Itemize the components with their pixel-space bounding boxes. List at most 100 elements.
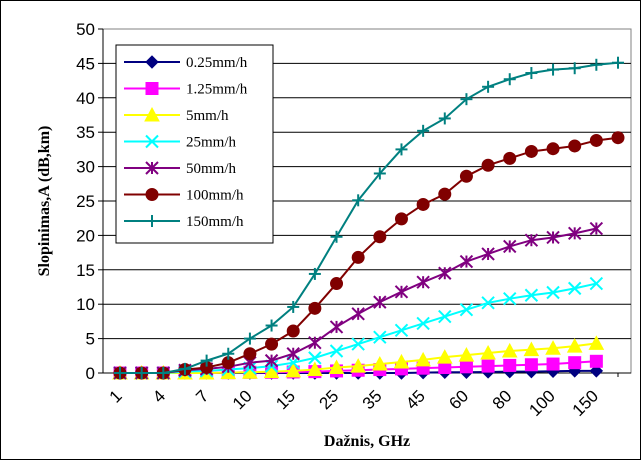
x-tick-label: 35 <box>359 386 386 413</box>
data-point <box>482 80 495 93</box>
series-5mm-h <box>112 335 605 380</box>
y-tick-label: 5 <box>86 330 95 349</box>
data-point <box>524 358 538 372</box>
x-tick-label: 60 <box>445 386 472 413</box>
data-point <box>547 63 560 76</box>
data-point <box>329 320 344 334</box>
data-point <box>546 357 560 371</box>
marker-stroke <box>329 344 344 358</box>
data-point <box>264 353 279 368</box>
data-point <box>243 347 257 361</box>
marker-stroke <box>589 276 604 291</box>
data-point <box>330 277 344 291</box>
data-point <box>568 139 582 153</box>
data-point <box>395 143 408 156</box>
marker-stroke <box>524 288 539 302</box>
data-point <box>178 362 191 375</box>
x-tick-label: 80 <box>489 386 516 413</box>
y-tick-label: 45 <box>76 54 95 73</box>
data-point <box>308 351 322 365</box>
data-point <box>503 73 516 86</box>
data-point <box>567 281 582 296</box>
data-point <box>438 112 451 125</box>
data-point <box>503 239 517 254</box>
data-point <box>546 230 560 245</box>
x-tick-label: 4 <box>149 386 169 406</box>
marker-stroke <box>373 330 387 344</box>
y-tick-label: 0 <box>86 364 95 383</box>
data-point <box>393 353 410 369</box>
data-point <box>503 291 517 306</box>
legend-box <box>115 44 274 244</box>
marker-stroke <box>416 316 430 331</box>
data-point <box>459 169 473 183</box>
data-point <box>145 161 159 175</box>
x-tick-label: 10 <box>229 386 256 413</box>
legend-item: 150mm/h <box>124 214 244 230</box>
marker-stroke <box>546 285 560 300</box>
data-point <box>114 367 126 379</box>
data-point <box>350 358 367 373</box>
marker-stroke <box>145 134 159 149</box>
data-point <box>438 266 452 280</box>
marker-stroke <box>481 296 495 310</box>
data-point <box>568 356 582 370</box>
data-point <box>523 341 540 357</box>
data-point <box>588 335 605 350</box>
marker-stroke <box>351 337 365 351</box>
legend-label: 50mm/h <box>186 161 237 177</box>
legend-label: 25mm/h <box>186 135 237 151</box>
x-axis-title: Dažnis, GHz <box>324 433 410 450</box>
data-point <box>308 301 322 315</box>
x-tick-label: 7 <box>192 386 212 406</box>
data-point <box>145 134 159 149</box>
data-point <box>145 188 159 201</box>
data-point <box>308 267 321 280</box>
marker-stroke <box>567 281 582 296</box>
legend-item: 5mm/h <box>124 106 229 124</box>
data-point <box>589 133 603 147</box>
data-point <box>146 215 158 227</box>
data-point <box>145 82 159 95</box>
data-point <box>352 194 365 207</box>
data-point <box>525 67 538 80</box>
y-tick-label: 10 <box>76 295 95 314</box>
data-point <box>371 356 388 371</box>
data-point <box>394 212 408 226</box>
data-point <box>351 307 365 321</box>
data-point <box>611 131 625 145</box>
legend-item: 50mm/h <box>124 161 237 177</box>
data-point <box>416 197 430 211</box>
y-tick-label: 50 <box>76 20 95 39</box>
data-point <box>285 362 302 378</box>
legend-item: 100mm/h <box>124 188 244 204</box>
legend-label: 0.25mm/h <box>186 55 248 71</box>
data-point <box>144 106 160 122</box>
data-point <box>589 276 604 291</box>
data-point <box>459 302 474 317</box>
data-point <box>286 324 300 338</box>
marker-stroke <box>503 291 517 306</box>
data-point <box>157 367 170 379</box>
data-point <box>459 254 474 269</box>
data-point <box>589 221 604 236</box>
data-point <box>373 295 387 309</box>
data-point <box>416 275 430 289</box>
y-tick-label: 25 <box>76 192 95 211</box>
data-point <box>436 349 453 364</box>
data-point <box>394 323 409 338</box>
data-point <box>589 364 604 378</box>
legend-item: 25mm/h <box>124 135 237 151</box>
series-50mm-h <box>113 221 604 380</box>
data-point <box>566 338 583 353</box>
legend-label: 1.25mm/h <box>186 82 248 98</box>
legend-label: 150mm/h <box>186 214 244 230</box>
data-point <box>458 347 475 362</box>
data-point <box>286 347 300 361</box>
x-tick-label: 1 <box>106 386 126 406</box>
data-point <box>567 226 582 241</box>
data-point <box>417 124 430 137</box>
data-point <box>480 344 496 360</box>
series-layer <box>112 56 625 380</box>
data-point <box>307 361 323 377</box>
